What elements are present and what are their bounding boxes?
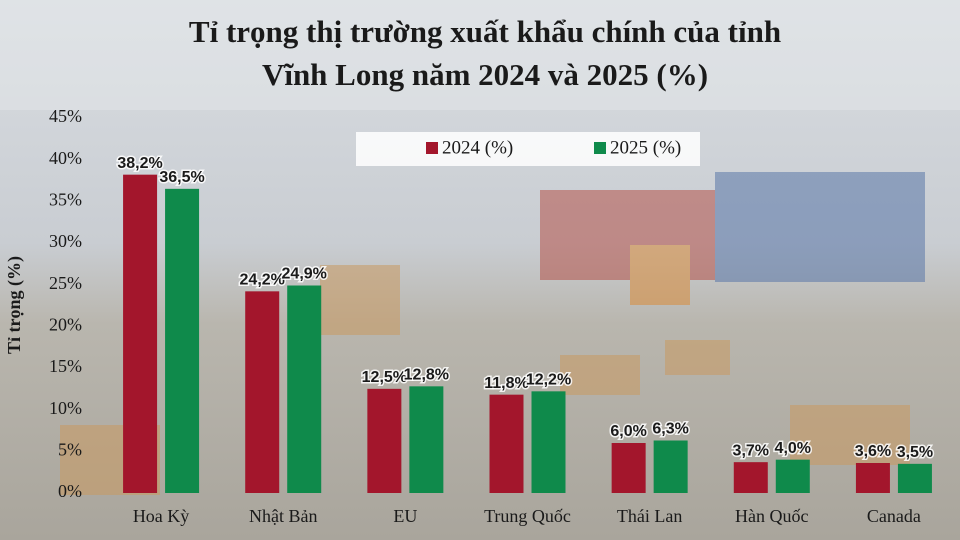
value-label: 24,2% bbox=[240, 272, 285, 289]
bar bbox=[653, 440, 688, 493]
y-tick-label: 40% bbox=[49, 148, 82, 168]
bar bbox=[367, 388, 402, 493]
bar bbox=[245, 291, 280, 493]
chart-title: Vĩnh Long năm 2024 và 2025 (%) bbox=[262, 57, 708, 92]
value-label: 3,6% bbox=[855, 443, 891, 460]
value-label: 36,5% bbox=[159, 169, 204, 186]
bar bbox=[165, 188, 200, 494]
bar bbox=[531, 391, 566, 493]
y-tick-label: 15% bbox=[49, 356, 82, 376]
bar bbox=[733, 462, 768, 493]
value-label: 12,8% bbox=[404, 367, 449, 384]
y-tick-label: 35% bbox=[49, 189, 82, 209]
y-tick-label: 45% bbox=[49, 106, 82, 126]
value-label: 12,5% bbox=[362, 369, 407, 386]
bar bbox=[489, 394, 524, 493]
value-label: 24,9% bbox=[282, 266, 327, 283]
bar bbox=[611, 443, 646, 493]
x-tick-label: Trung Quốc bbox=[484, 506, 571, 526]
x-tick-label: Hoa Kỳ bbox=[133, 506, 190, 526]
legend-label: 2024 (%) bbox=[442, 137, 513, 158]
value-label: 12,2% bbox=[526, 372, 571, 389]
value-label: 11,8% bbox=[484, 375, 528, 392]
value-label: 3,5% bbox=[897, 444, 933, 461]
value-label: 6,0% bbox=[610, 423, 646, 440]
y-tick-label: 0% bbox=[58, 481, 82, 501]
x-tick-label: EU bbox=[393, 506, 417, 526]
x-tick-label: Canada bbox=[867, 506, 921, 526]
legend-swatch bbox=[426, 142, 438, 154]
x-tick-label: Hàn Quốc bbox=[735, 506, 808, 526]
bar bbox=[409, 386, 444, 493]
bar bbox=[287, 285, 322, 493]
y-tick-label: 20% bbox=[49, 314, 82, 334]
y-tick-label: 25% bbox=[49, 273, 82, 293]
legend-box bbox=[356, 132, 700, 166]
chart-title: Tỉ trọng thị trường xuất khẩu chính của … bbox=[189, 14, 781, 49]
y-tick-label: 5% bbox=[58, 439, 82, 459]
value-label: 4,0% bbox=[775, 440, 811, 457]
bar bbox=[897, 463, 932, 493]
value-label: 6,3% bbox=[652, 421, 688, 438]
y-tick-label: 30% bbox=[49, 231, 82, 251]
value-label: 3,7% bbox=[733, 442, 769, 459]
background-decor bbox=[60, 172, 925, 495]
x-tick-label: Thái Lan bbox=[617, 506, 682, 526]
value-label: 38,2% bbox=[117, 155, 162, 172]
y-axis-label: Tỉ trọng (%) bbox=[4, 256, 25, 354]
legend-label: 2025 (%) bbox=[610, 137, 681, 158]
bar bbox=[775, 459, 810, 493]
x-tick-label: Nhật Bản bbox=[249, 506, 317, 526]
bar bbox=[855, 463, 890, 493]
bar bbox=[123, 174, 158, 493]
y-tick-label: 10% bbox=[49, 398, 82, 418]
legend-swatch bbox=[594, 142, 606, 154]
